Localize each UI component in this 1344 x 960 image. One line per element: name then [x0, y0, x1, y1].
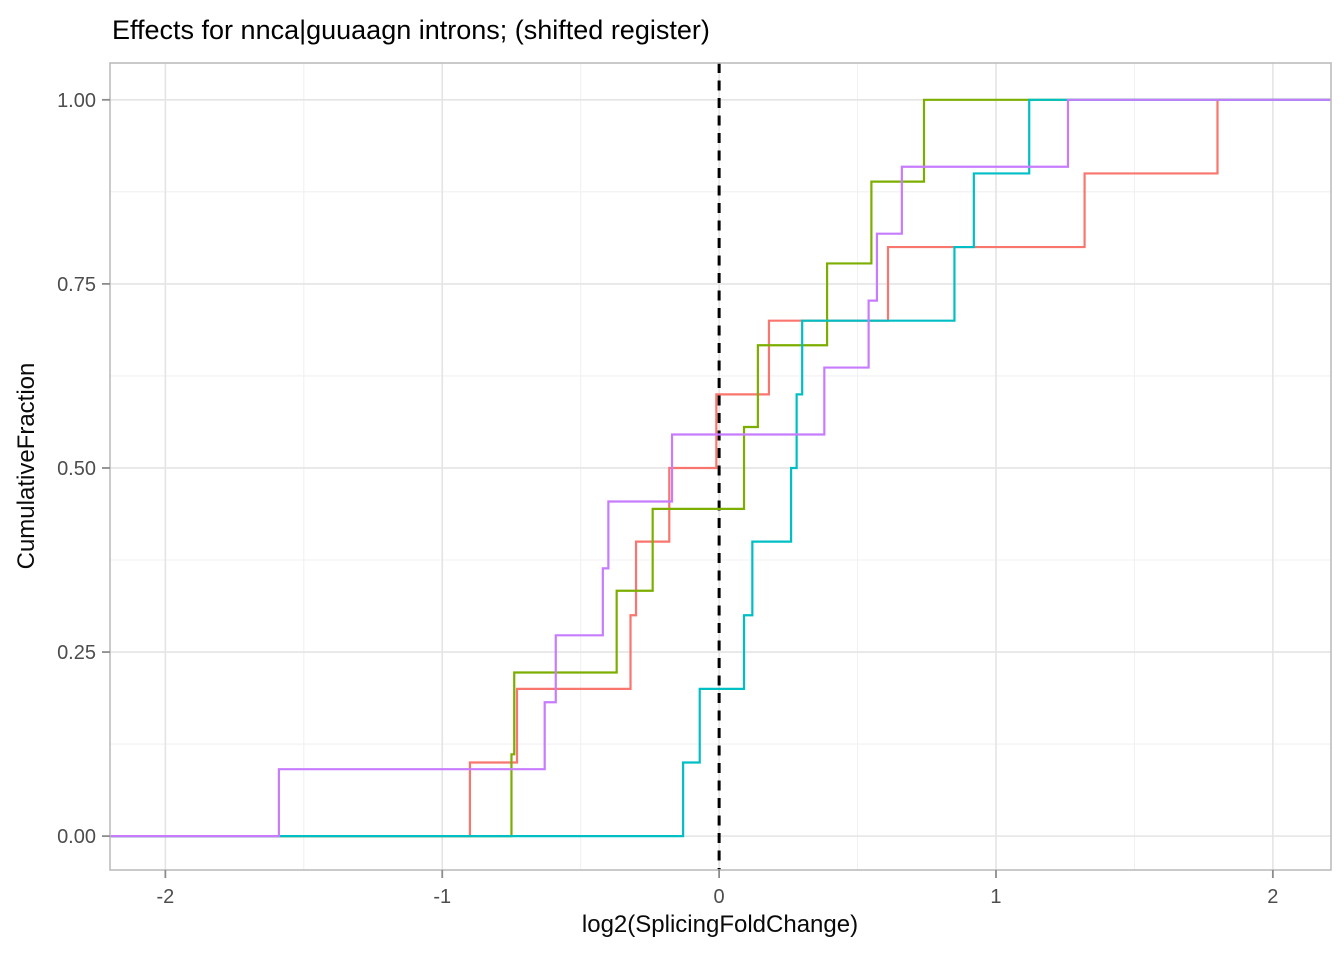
y-tick-label: 0.00 [57, 826, 96, 848]
x-axis-title: log2(SplicingFoldChange) [582, 911, 858, 938]
ecdf-line-purple [110, 98, 1331, 838]
x-tick-label: -2 [156, 886, 174, 908]
y-tick-label: 1.00 [57, 90, 96, 112]
panel-border-rect [109, 62, 1332, 871]
x-tick-label: 1 [990, 886, 1001, 908]
y-tick-label: 0.25 [57, 642, 96, 664]
y-tick-label: 0.50 [57, 458, 96, 480]
panel-border [109, 62, 1332, 871]
ecdf-line-olive [110, 98, 1331, 838]
y-tick-label: 0.75 [57, 274, 96, 296]
axis-ticks [102, 98, 1274, 878]
ecdf-line-teal [110, 98, 1331, 838]
ecdf-line-salmon [110, 98, 1331, 838]
x-tick-label: -1 [433, 886, 451, 908]
x-tick-label: 0 [714, 886, 725, 908]
x-tick-label: 2 [1267, 886, 1278, 908]
axis-tick-labels: -2 -1 0 1 2 0.00 0.25 0.50 0.75 1.00 [57, 90, 1278, 908]
y-axis-title: CumulativeFraction [13, 363, 40, 570]
plot-title: Effects for nnca|guuaagn introns; (shift… [112, 15, 710, 45]
ecdf-curves [110, 98, 1331, 838]
